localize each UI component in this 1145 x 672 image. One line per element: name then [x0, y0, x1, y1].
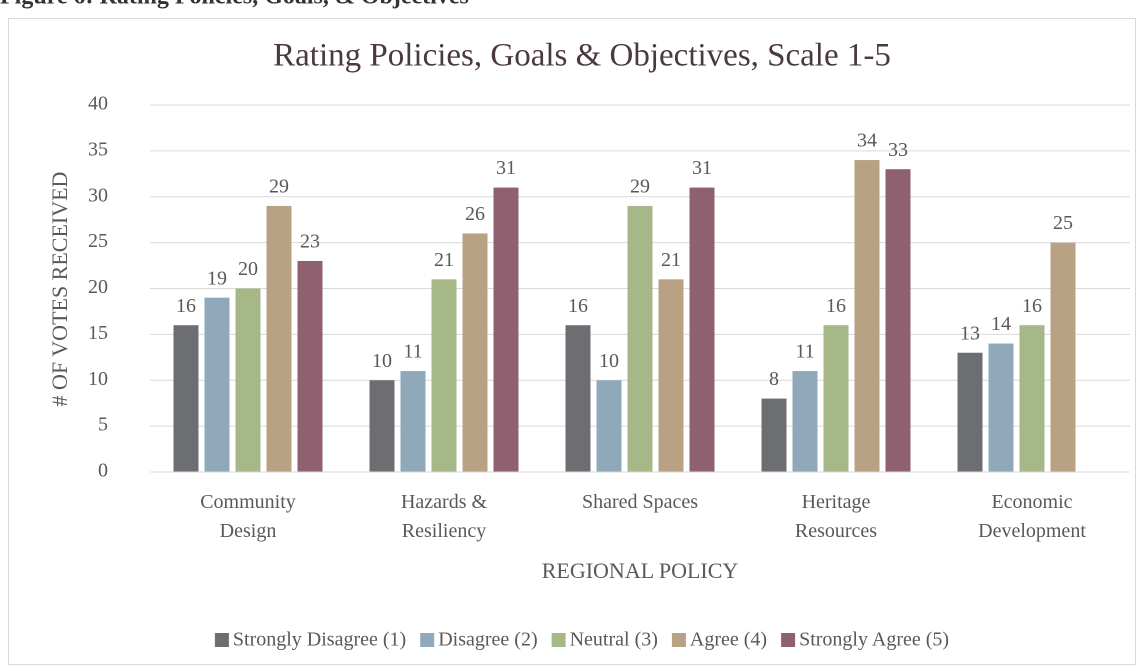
legend-label: Agree (4): [690, 629, 767, 651]
bar: [854, 160, 880, 473]
x-tick-label: Hazards & Resiliency: [401, 491, 488, 542]
legend-swatch: [551, 633, 566, 647]
bar: [792, 371, 818, 472]
legend-label: Strongly Disagree (1): [233, 629, 406, 651]
bar: [957, 352, 983, 472]
x-tick-label: Shared Spaces: [582, 491, 698, 513]
y-tick-label: 25: [88, 230, 108, 252]
bar: [761, 398, 787, 472]
data-label: 33: [888, 139, 908, 161]
bar: [596, 380, 622, 472]
x-tick-label: Heritage Resources: [795, 491, 877, 542]
data-label: 20: [238, 258, 258, 280]
y-tick-label: 30: [88, 184, 108, 206]
data-label: 16: [568, 295, 588, 317]
y-axis-label: # OF VOTES RECEIVED: [47, 172, 72, 407]
bar: [462, 233, 488, 472]
x-axis-label: REGIONAL POLICY: [542, 558, 739, 583]
legend-label: Disagree (2): [438, 629, 537, 651]
legend-label: Strongly Agree (5): [799, 629, 949, 651]
bar: [266, 205, 292, 473]
data-label: 8: [769, 368, 779, 390]
bar: [297, 260, 323, 472]
figure-caption: Figure 6: Rating Policies, Goals, & Obje…: [0, 0, 469, 10]
bar: [235, 288, 261, 472]
data-label: 16: [826, 295, 846, 317]
y-tick-label: 40: [88, 93, 108, 115]
data-label: 25: [1053, 212, 1073, 234]
bar: [689, 187, 715, 472]
data-label: 21: [661, 249, 681, 271]
bar: [823, 325, 849, 472]
data-label: 14: [991, 313, 1011, 335]
data-label: 11: [403, 341, 422, 363]
y-tick-label: 5: [98, 414, 108, 436]
bar: [1019, 325, 1045, 472]
bar: [658, 279, 684, 472]
legend-swatch: [420, 633, 435, 647]
y-tick-label: 0: [98, 460, 108, 482]
legend-swatch: [781, 633, 796, 647]
bar: [369, 380, 395, 472]
data-label: 23: [300, 231, 320, 253]
data-label: 29: [630, 176, 650, 198]
bar: [1050, 242, 1076, 472]
data-label: 16: [176, 295, 196, 317]
bar: [627, 205, 653, 473]
chart-title: Rating Policies, Goals & Objectives, Sca…: [273, 38, 891, 74]
data-label: 13: [960, 322, 980, 344]
data-label: 19: [207, 267, 227, 289]
legend-label: Neutral (3): [570, 629, 658, 651]
y-tick-label: 20: [88, 276, 108, 298]
bar: [400, 371, 426, 472]
y-tick-label: 15: [88, 322, 108, 344]
data-label: 16: [1022, 295, 1042, 317]
bar: [493, 187, 519, 472]
data-label: 10: [372, 350, 392, 372]
bar: [565, 325, 591, 472]
x-tick-label: Community Design: [200, 491, 296, 542]
data-label: 21: [434, 249, 454, 271]
bar: [885, 169, 911, 472]
data-label: 31: [692, 157, 712, 179]
bar: [204, 297, 230, 472]
data-label: 34: [857, 130, 877, 152]
legend-swatch: [671, 633, 686, 647]
data-label: 31: [496, 157, 516, 179]
data-label: 11: [795, 341, 814, 363]
bar: [988, 343, 1014, 472]
bar: [173, 325, 199, 472]
data-label: 26: [465, 203, 485, 225]
y-tick-label: 35: [88, 138, 108, 160]
data-label: 10: [599, 350, 619, 372]
x-tick-label: Economic Development: [978, 491, 1086, 542]
bar: [431, 279, 457, 472]
legend-swatch: [214, 633, 229, 647]
y-tick-label: 10: [88, 368, 108, 390]
data-label: 29: [269, 176, 289, 198]
